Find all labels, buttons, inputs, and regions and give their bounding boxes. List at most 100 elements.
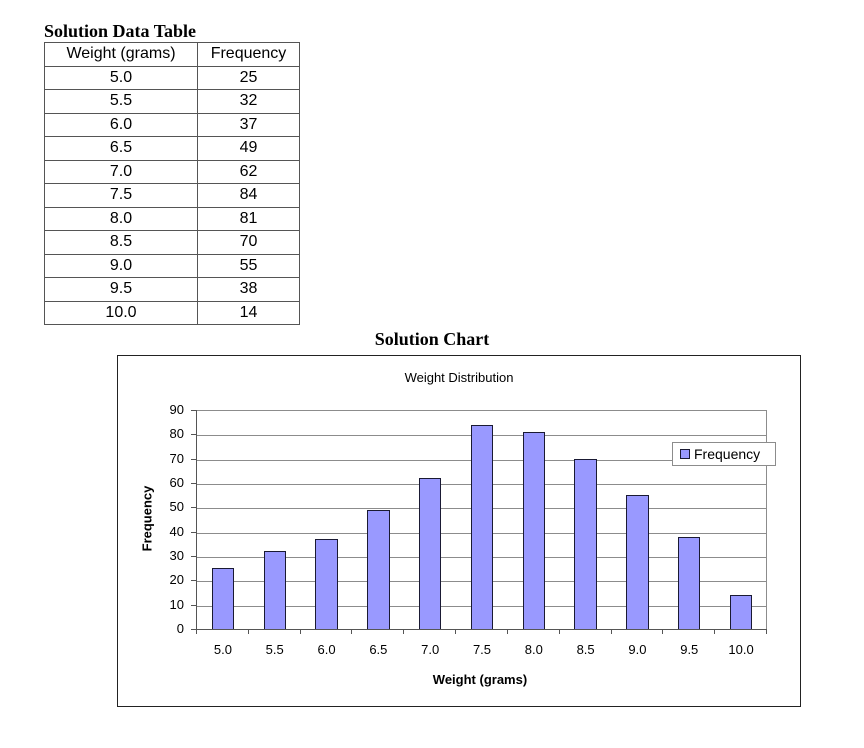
cell-weight: 8.0	[44, 206, 198, 231]
x-tick	[506, 629, 508, 634]
x-tick	[662, 629, 664, 634]
x-tick	[299, 629, 301, 634]
cell-weight: 7.0	[44, 159, 198, 184]
y-tick	[191, 483, 196, 484]
y-tick-label: 30	[169, 548, 184, 563]
cell-frequency: 14	[197, 300, 300, 325]
cell-frequency: 32	[197, 89, 300, 114]
y-tick-label: 60	[169, 475, 184, 490]
table-row: 5.0 25	[44, 65, 300, 90]
table-row: 7.5 84	[44, 183, 300, 208]
table-row: 6.5 49	[44, 136, 300, 161]
table-title: Solution Data Table	[44, 21, 197, 41]
bar	[574, 458, 597, 629]
y-tick-label: 80	[169, 426, 184, 442]
y-tick-label: 20	[169, 572, 184, 588]
y-tick	[191, 580, 196, 582]
x-tick-label: 7.0	[421, 642, 440, 657]
table-header-row: Weight (grams) Frequency	[44, 42, 300, 67]
table-row: 9.5 38	[44, 277, 300, 302]
table-row: 8.0 81	[44, 206, 300, 231]
table-row: 6.0 37	[44, 112, 300, 137]
x-tick	[247, 629, 249, 634]
bar	[470, 424, 494, 629]
bar	[522, 431, 545, 629]
x-tick	[196, 629, 197, 634]
table-row: 7.0 62	[44, 159, 300, 184]
cell-weight: 9.0	[44, 253, 198, 278]
y-tick	[191, 410, 196, 411]
y-axis-title: Frequency	[139, 485, 155, 552]
x-tick-label: 5.5	[265, 642, 284, 657]
y-tick	[191, 458, 196, 460]
table-row: 10.0 14	[44, 300, 300, 325]
x-tick-label: 9.5	[680, 642, 699, 657]
y-tick-label: 0	[176, 621, 184, 636]
cell-frequency: 49	[197, 136, 300, 161]
bar	[211, 568, 235, 629]
cell-frequency: 70	[197, 230, 300, 255]
y-tick	[191, 604, 196, 606]
chart-frame: Weight Distribution Frequency Weight (gr…	[117, 355, 801, 707]
cell-weight: 9.5	[44, 277, 198, 302]
y-tick	[191, 507, 196, 509]
legend-swatch-icon	[680, 449, 690, 459]
x-tick-label: 5.0	[213, 642, 232, 657]
bar	[263, 551, 286, 629]
cell-weight: 7.5	[44, 183, 198, 208]
cell-frequency: 55	[197, 253, 300, 278]
y-tick-label: 50	[169, 499, 184, 515]
chart-heading: Solution Chart	[374, 329, 490, 349]
x-tick	[610, 629, 612, 634]
table-row: 9.0 55	[44, 253, 300, 278]
cell-weight: 6.0	[44, 112, 198, 137]
bar	[315, 538, 338, 629]
y-axis	[196, 410, 197, 630]
x-tick-label: 7.5	[472, 642, 492, 657]
x-tick-label: 8.0	[524, 642, 543, 657]
x-tick	[714, 629, 716, 634]
bar	[367, 509, 390, 629]
y-tick	[191, 629, 196, 630]
bar	[419, 478, 442, 629]
legend-label: Frequency	[694, 446, 761, 462]
y-tick	[191, 531, 196, 533]
x-tick	[403, 629, 405, 634]
cell-weight: 5.0	[44, 65, 198, 90]
bar	[626, 495, 649, 629]
x-tick-label: 9.0	[628, 642, 647, 657]
y-tick-label: 10	[169, 596, 184, 612]
column-header-weight: Weight (grams)	[44, 42, 198, 67]
table-row: 8.5 70	[44, 230, 300, 255]
cell-frequency: 84	[197, 183, 300, 208]
x-axis	[196, 629, 767, 630]
cell-weight: 5.5	[44, 89, 198, 114]
y-tick-label: 40	[169, 523, 184, 539]
cell-weight: 6.5	[44, 136, 198, 161]
column-header-frequency: Frequency	[197, 42, 300, 67]
bar	[678, 536, 701, 629]
legend: Frequency	[672, 442, 776, 466]
x-tick	[351, 629, 353, 634]
y-tick-label: 70	[169, 450, 184, 466]
x-tick-label: 6.5	[369, 642, 388, 657]
y-tick-label: 90	[169, 402, 184, 417]
x-tick	[766, 629, 767, 634]
bar	[729, 594, 753, 629]
x-tick-label: 6.0	[317, 642, 336, 657]
chart-title: Weight Distribution	[404, 370, 514, 385]
cell-weight: 8.5	[44, 230, 198, 255]
cell-weight: 10.0	[44, 300, 198, 325]
y-tick	[191, 556, 196, 557]
cell-frequency: 25	[197, 65, 300, 90]
x-tick	[455, 629, 457, 634]
x-tick	[558, 629, 560, 634]
solution-data-table: Weight (grams) Frequency 5.0 25 5.5 32 6.0 37…	[44, 42, 300, 325]
x-tick-label: 8.5	[576, 642, 595, 657]
cell-frequency: 37	[197, 112, 300, 137]
x-tick-label: 10.0	[728, 642, 754, 657]
x-axis-title: Weight (grams)	[432, 672, 528, 687]
table-row: 5.5 32	[44, 89, 300, 114]
cell-frequency: 62	[197, 159, 300, 184]
cell-frequency: 38	[197, 277, 300, 302]
